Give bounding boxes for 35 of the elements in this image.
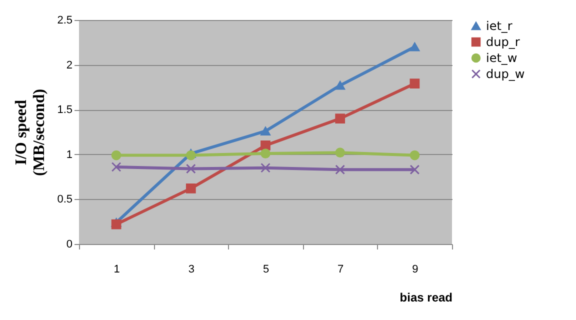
y-tick-label: 0.5 xyxy=(57,194,72,206)
legend-label: iet_w xyxy=(486,51,518,65)
point xyxy=(335,81,346,90)
point xyxy=(186,164,196,174)
point xyxy=(410,164,420,175)
x-axis-title: bias read xyxy=(400,290,452,304)
point xyxy=(410,42,420,52)
point xyxy=(335,148,346,158)
point xyxy=(335,114,346,124)
x-tick-label: 5 xyxy=(262,264,270,276)
x-tick-label: 7 xyxy=(338,264,344,276)
point xyxy=(410,78,420,89)
point xyxy=(186,150,196,160)
point xyxy=(111,150,122,160)
point xyxy=(260,126,270,136)
x-tick-label: 9 xyxy=(412,264,418,276)
legend-label: dup_w xyxy=(486,67,525,81)
point xyxy=(410,150,420,160)
y-tick-label: 0 xyxy=(66,238,72,250)
point xyxy=(260,162,270,173)
x-tick-label: 1 xyxy=(114,264,120,276)
point xyxy=(111,162,122,172)
y-tick-label: 1 xyxy=(66,148,72,161)
point xyxy=(335,164,346,175)
y-tick-label: 1.5 xyxy=(57,104,72,116)
point xyxy=(186,184,196,194)
y-tick-label: 2.5 xyxy=(57,14,72,26)
y-axis-title: I/O speed (MB/second) xyxy=(13,88,48,176)
legend-label: iet_r xyxy=(486,19,512,33)
y-tick-label: 2 xyxy=(66,59,72,72)
legend-label: dup_r xyxy=(486,35,520,49)
point xyxy=(260,148,270,158)
x-tick-label: 3 xyxy=(188,264,194,276)
point xyxy=(111,219,122,230)
point xyxy=(260,140,270,150)
